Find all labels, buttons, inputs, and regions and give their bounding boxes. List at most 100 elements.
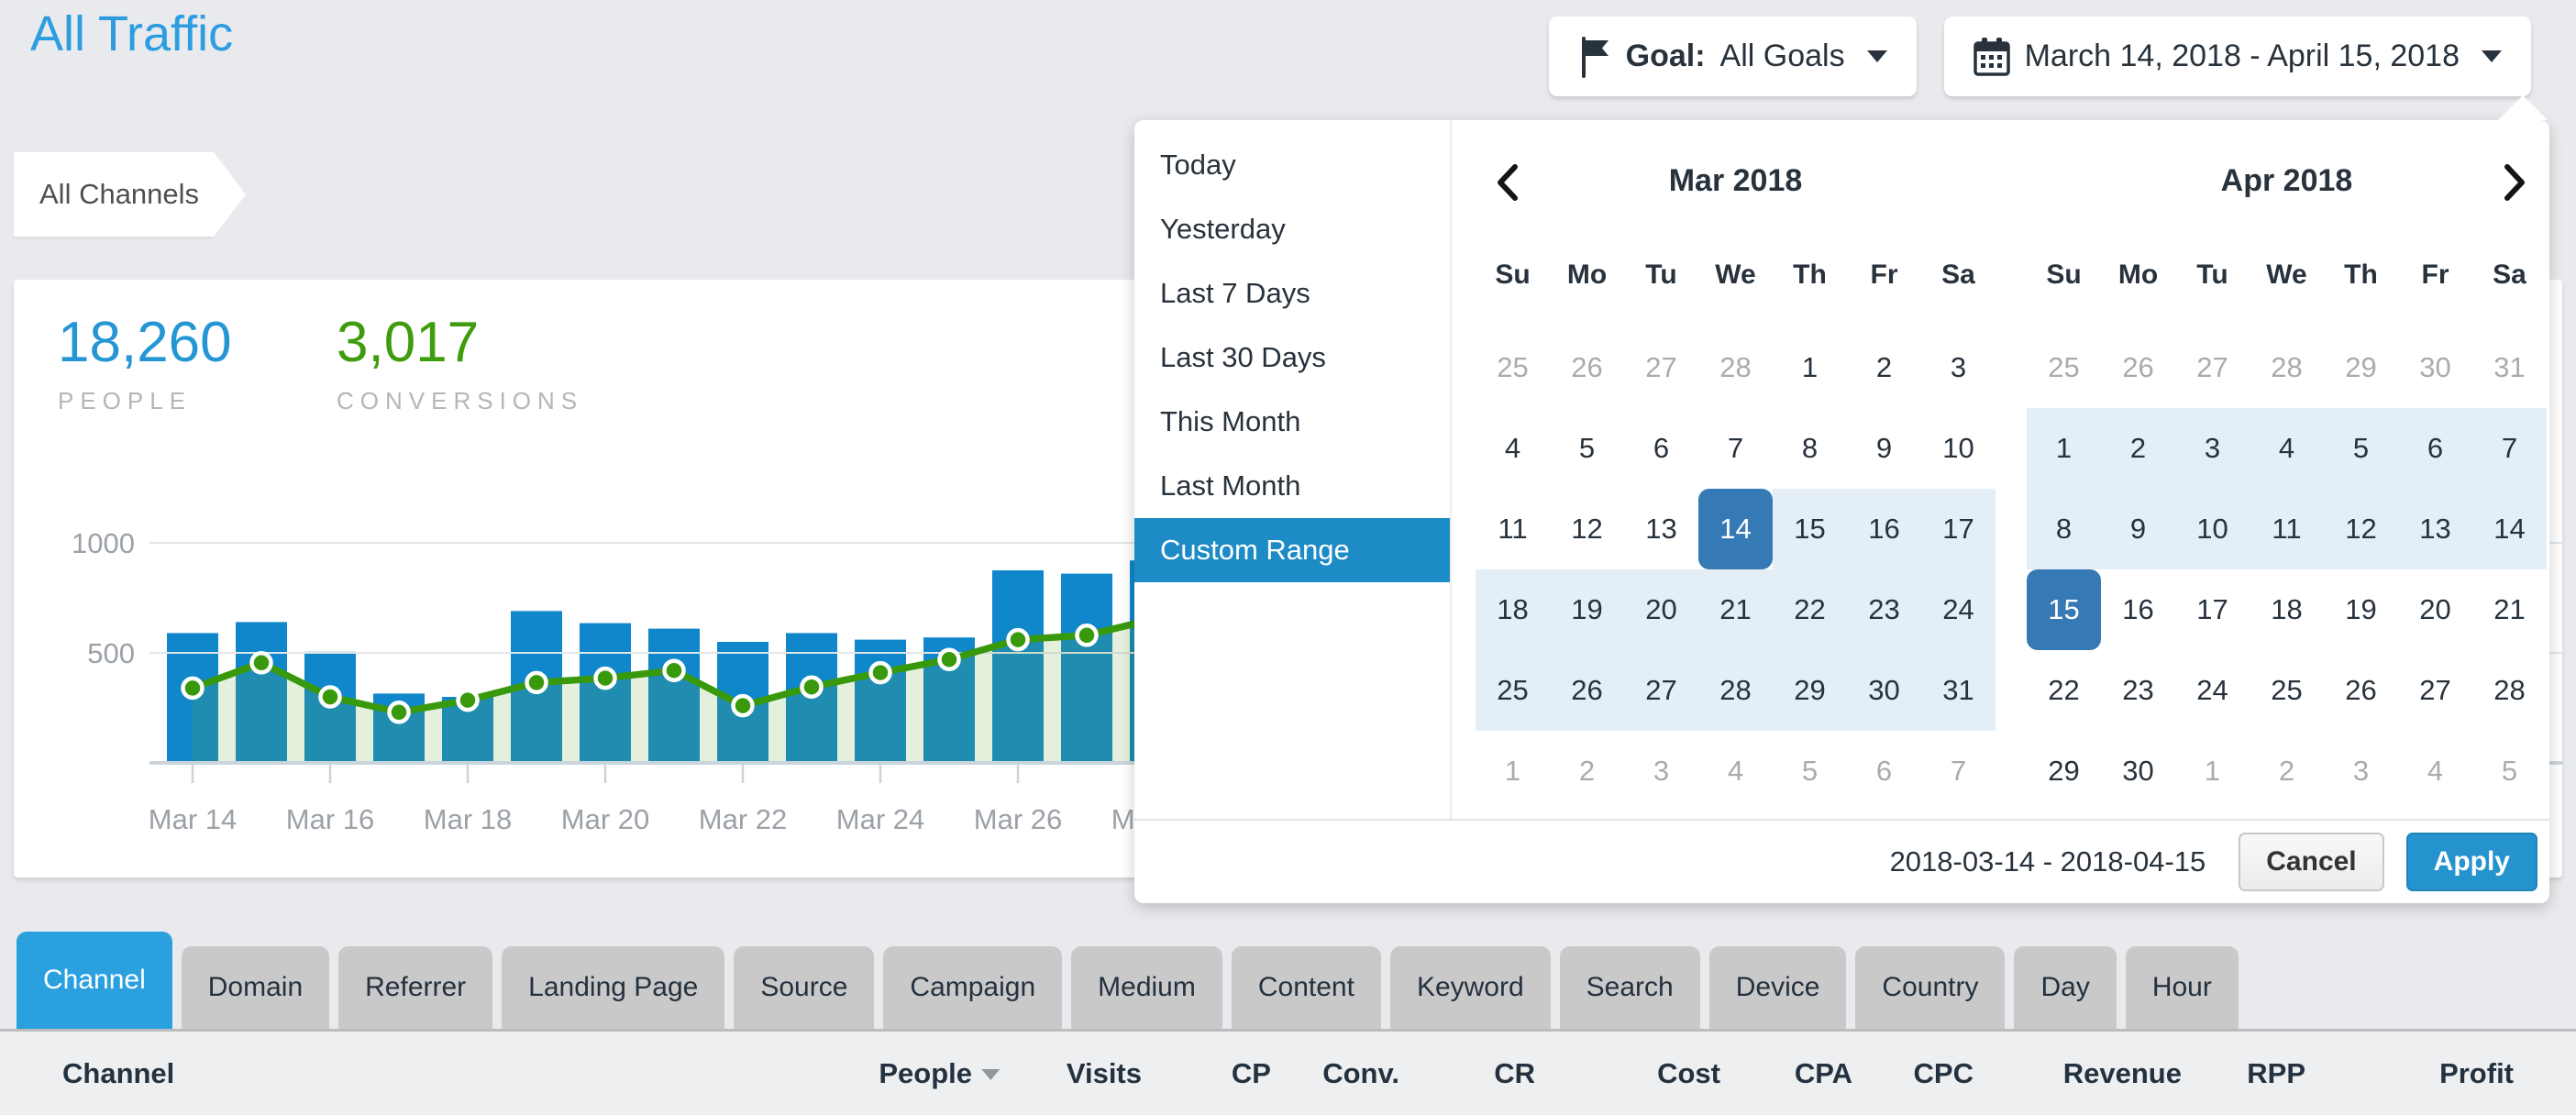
column-header-people[interactable]: People bbox=[879, 1057, 1000, 1090]
day-cell[interactable]: 27 bbox=[1624, 650, 1698, 731]
day-cell[interactable]: 19 bbox=[1550, 569, 1624, 650]
day-cell[interactable]: 28 bbox=[2493, 674, 2526, 706]
day-cell[interactable]: 18 bbox=[1476, 569, 1550, 650]
date-range-button[interactable]: March 14, 2018 - April 15, 2018 bbox=[1943, 17, 2531, 96]
day-cell[interactable]: 1 bbox=[2204, 755, 2221, 787]
day-cell[interactable]: 5 bbox=[1801, 755, 1819, 787]
day-cell[interactable]: 5 bbox=[2501, 755, 2518, 787]
tab-source[interactable]: Source bbox=[734, 946, 875, 1029]
day-cell[interactable]: 12 bbox=[1571, 513, 1603, 545]
day-cell[interactable]: 25 bbox=[2271, 674, 2303, 706]
day-cell[interactable]: 26 bbox=[2122, 351, 2154, 383]
day-cell[interactable]: 8 bbox=[1801, 432, 1819, 464]
tab-campaign[interactable]: Campaign bbox=[883, 946, 1063, 1029]
preset-item-this-month[interactable]: This Month bbox=[1160, 405, 1301, 437]
day-cell[interactable]: 20 bbox=[2419, 593, 2451, 625]
day-cell[interactable]: 21 bbox=[1698, 569, 1773, 650]
day-cell[interactable]: 13 bbox=[2398, 489, 2472, 569]
tab-content[interactable]: Content bbox=[1231, 946, 1381, 1029]
day-cell[interactable]: 1 bbox=[1801, 351, 1819, 383]
preset-item-last-7-days[interactable]: Last 7 Days bbox=[1160, 277, 1310, 309]
day-cell-selected[interactable]: 15 bbox=[2027, 569, 2101, 650]
day-cell[interactable]: 22 bbox=[1773, 569, 1847, 650]
preset-item-last-month[interactable]: Last Month bbox=[1160, 469, 1301, 502]
day-cell[interactable]: 7 bbox=[2472, 408, 2547, 489]
day-cell[interactable]: 2 bbox=[2101, 408, 2175, 489]
day-cell[interactable]: 22 bbox=[2048, 674, 2080, 706]
column-header-channel[interactable]: Channel bbox=[62, 1056, 175, 1089]
day-cell[interactable]: 6 bbox=[2398, 408, 2472, 489]
day-cell[interactable]: 6 bbox=[1875, 755, 1893, 787]
day-cell[interactable]: 1 bbox=[1504, 755, 1521, 787]
day-cell[interactable]: 3 bbox=[2352, 755, 2370, 787]
day-cell[interactable]: 12 bbox=[2324, 489, 2398, 569]
day-cell[interactable]: 2 bbox=[2278, 755, 2295, 787]
day-cell[interactable]: 29 bbox=[2345, 351, 2377, 383]
column-header-profit[interactable]: Profit bbox=[2439, 1056, 2514, 1089]
day-cell[interactable]: 26 bbox=[1550, 650, 1624, 731]
day-cell[interactable]: 26 bbox=[1571, 351, 1603, 383]
day-cell[interactable]: 16 bbox=[2122, 593, 2154, 625]
day-cell[interactable]: 23 bbox=[1847, 569, 1921, 650]
day-cell[interactable]: 11 bbox=[2250, 489, 2324, 569]
day-cell[interactable]: 10 bbox=[2175, 489, 2250, 569]
tab-country[interactable]: Country bbox=[1855, 946, 2006, 1029]
column-header-visits[interactable]: Visits bbox=[1066, 1056, 1142, 1089]
day-cell[interactable]: 4 bbox=[1504, 432, 1521, 464]
day-cell[interactable]: 4 bbox=[2250, 408, 2324, 489]
day-cell[interactable]: 30 bbox=[2122, 755, 2154, 787]
day-cell[interactable]: 11 bbox=[1498, 513, 1528, 545]
day-cell[interactable]: 20 bbox=[1624, 569, 1698, 650]
day-cell[interactable]: 24 bbox=[1921, 569, 1996, 650]
tab-channel[interactable]: Channel bbox=[17, 932, 172, 1029]
calendar-next-button[interactable] bbox=[2497, 162, 2534, 204]
tab-medium[interactable]: Medium bbox=[1071, 946, 1222, 1029]
day-cell[interactable]: 3 bbox=[1653, 755, 1670, 787]
tab-domain[interactable]: Domain bbox=[181, 946, 330, 1029]
day-cell[interactable]: 8 bbox=[2027, 489, 2101, 569]
day-cell[interactable]: 4 bbox=[1727, 755, 1744, 787]
day-cell[interactable]: 9 bbox=[1875, 432, 1893, 464]
calendar-prev-button[interactable] bbox=[1488, 162, 1525, 204]
day-cell[interactable]: 6 bbox=[1653, 432, 1670, 464]
column-header-cr[interactable]: CR bbox=[1494, 1056, 1535, 1089]
day-cell[interactable]: 10 bbox=[1942, 432, 1974, 464]
day-cell[interactable]: 30 bbox=[1847, 650, 1921, 731]
day-cell[interactable]: 29 bbox=[1773, 650, 1847, 731]
day-cell[interactable]: 30 bbox=[2419, 351, 2451, 383]
preset-item-yesterday[interactable]: Yesterday bbox=[1160, 213, 1286, 245]
day-cell[interactable]: 31 bbox=[2493, 351, 2526, 383]
day-cell[interactable]: 17 bbox=[1921, 489, 1996, 569]
apply-button[interactable]: Apply bbox=[2405, 833, 2537, 891]
day-cell[interactable]: 2 bbox=[1578, 755, 1596, 787]
preset-item-today[interactable]: Today bbox=[1160, 149, 1236, 181]
day-cell[interactable]: 19 bbox=[2345, 593, 2377, 625]
day-cell[interactable]: 3 bbox=[2175, 408, 2250, 489]
day-cell[interactable]: 5 bbox=[1578, 432, 1596, 464]
day-cell-selected[interactable]: 14 bbox=[1698, 489, 1773, 569]
day-cell[interactable]: 13 bbox=[1645, 513, 1677, 545]
day-cell[interactable]: 25 bbox=[1476, 650, 1550, 731]
day-cell[interactable]: 16 bbox=[1847, 489, 1921, 569]
day-cell[interactable]: 24 bbox=[2196, 674, 2228, 706]
day-cell[interactable]: 26 bbox=[2345, 674, 2377, 706]
day-cell[interactable]: 25 bbox=[2048, 351, 2080, 383]
day-cell[interactable]: 27 bbox=[2419, 674, 2451, 706]
goal-dropdown-button[interactable]: Goal: All Goals bbox=[1548, 17, 1917, 96]
tab-device[interactable]: Device bbox=[1708, 946, 1847, 1029]
day-cell[interactable]: 4 bbox=[2427, 755, 2444, 787]
day-cell[interactable]: 17 bbox=[2196, 593, 2228, 625]
tab-hour[interactable]: Hour bbox=[2125, 946, 2239, 1029]
day-cell[interactable]: 1 bbox=[2027, 408, 2101, 489]
column-header-rpp[interactable]: RPP bbox=[2247, 1056, 2305, 1089]
day-cell[interactable]: 28 bbox=[2271, 351, 2303, 383]
day-cell[interactable]: 31 bbox=[1921, 650, 1996, 731]
day-cell[interactable]: 2 bbox=[1875, 351, 1893, 383]
day-cell[interactable]: 15 bbox=[1773, 489, 1847, 569]
preset-item-custom-range[interactable]: Custom Range bbox=[1134, 518, 1450, 582]
column-header-cpa[interactable]: CPA bbox=[1794, 1056, 1852, 1089]
day-cell[interactable]: 14 bbox=[2472, 489, 2547, 569]
column-header-cpc[interactable]: CPC bbox=[1913, 1056, 1973, 1089]
day-cell[interactable]: 21 bbox=[2493, 593, 2526, 625]
tab-day[interactable]: Day bbox=[2014, 946, 2117, 1029]
